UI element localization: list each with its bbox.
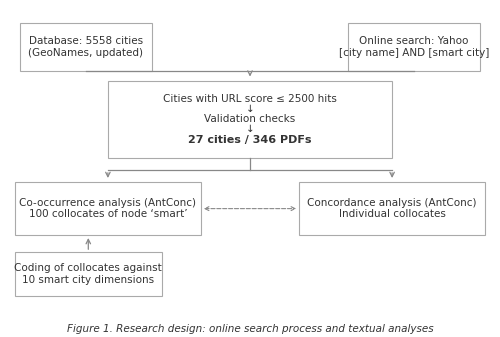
FancyBboxPatch shape: [15, 252, 162, 296]
Text: Figure 1. Research design: online search process and textual analyses: Figure 1. Research design: online search…: [66, 324, 434, 334]
Text: Online search: Yahoo
[city name] AND [smart city]: Online search: Yahoo [city name] AND [sm…: [339, 36, 490, 58]
Text: Database: 5558 cities
(GeoNames, updated): Database: 5558 cities (GeoNames, updated…: [28, 36, 144, 58]
Text: Validation checks: Validation checks: [204, 114, 296, 124]
FancyBboxPatch shape: [20, 23, 152, 71]
FancyBboxPatch shape: [348, 23, 480, 71]
FancyBboxPatch shape: [15, 182, 201, 235]
Text: Co-occurrence analysis (AntConc)
100 collocates of node ‘smart’: Co-occurrence analysis (AntConc) 100 col…: [20, 198, 197, 219]
FancyBboxPatch shape: [108, 81, 392, 158]
FancyBboxPatch shape: [299, 182, 485, 235]
Text: Concordance analysis (AntConc)
Individual collocates: Concordance analysis (AntConc) Individua…: [308, 198, 477, 219]
Text: ↓: ↓: [246, 124, 254, 134]
Text: Coding of collocates against
10 smart city dimensions: Coding of collocates against 10 smart ci…: [14, 263, 162, 285]
Text: Cities with URL score ≤ 2500 hits: Cities with URL score ≤ 2500 hits: [163, 94, 337, 104]
Text: 27 cities / 346 PDFs: 27 cities / 346 PDFs: [188, 134, 312, 145]
Text: ↓: ↓: [246, 104, 254, 114]
